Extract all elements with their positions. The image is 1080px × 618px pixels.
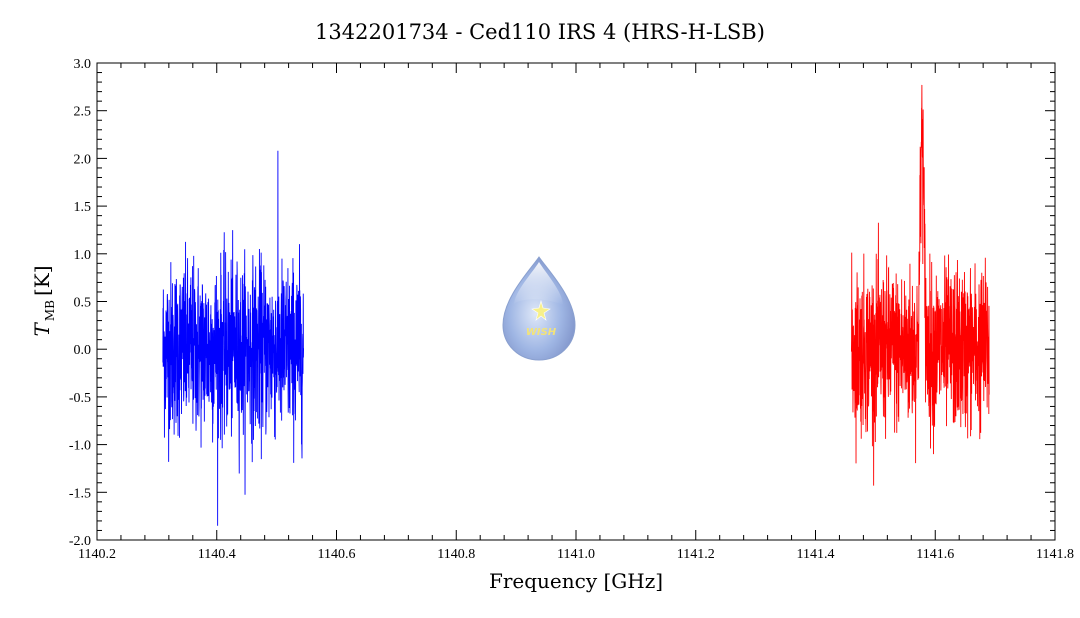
x-axis-label: Frequency [GHz] bbox=[489, 569, 663, 593]
wish-logo: WISH bbox=[502, 256, 576, 361]
x-tick-label: 1141.6 bbox=[916, 547, 954, 562]
y-axis-label-sub: MB bbox=[43, 300, 57, 321]
ticks-layer: 1140.2 1140.4 1140.6 1140.8 1141.0 1141.2 1141… bbox=[69, 57, 1074, 562]
y-axis-label: TMB [K] bbox=[30, 266, 57, 337]
y-tick-label: -2.0 bbox=[69, 534, 91, 549]
series-layer bbox=[162, 84, 990, 526]
y-tick-label: 2.0 bbox=[74, 152, 92, 167]
y-tick-label: -0.5 bbox=[69, 391, 91, 406]
x-tick-label: 1141.0 bbox=[557, 547, 595, 562]
x-tick-label: 1140.8 bbox=[437, 547, 475, 562]
y-tick-label: 0.0 bbox=[74, 343, 92, 358]
series-line-1 bbox=[162, 150, 305, 526]
y-axis-label-unit: [K] bbox=[30, 266, 54, 297]
x-tick-label: 1140.4 bbox=[198, 547, 236, 562]
y-tick-label: 0.5 bbox=[74, 296, 92, 311]
series-line-2 bbox=[850, 84, 990, 486]
x-tick-label: 1141.2 bbox=[677, 547, 715, 562]
x-tick-label: 1140.2 bbox=[78, 547, 116, 562]
y-tick-label: 1.0 bbox=[74, 248, 92, 263]
y-axis-label-main: T bbox=[30, 322, 54, 337]
x-tick-label: 1141.4 bbox=[797, 547, 835, 562]
y-tick-label: -1.0 bbox=[69, 439, 91, 454]
chart-title: 1342201734 - Ced110 IRS 4 (HRS-H-LSB) bbox=[315, 20, 765, 44]
x-tick-label: 1141.8 bbox=[1036, 547, 1074, 562]
x-tick-label: 1140.6 bbox=[318, 547, 356, 562]
y-tick-label: 1.5 bbox=[74, 200, 92, 215]
y-tick-label: -1.5 bbox=[69, 486, 91, 501]
y-tick-label: 2.5 bbox=[74, 105, 92, 120]
y-tick-label: 3.0 bbox=[74, 57, 92, 72]
star-icon bbox=[531, 299, 551, 321]
svg-text:TMB[K]: TMB [K] bbox=[30, 266, 57, 337]
wish-logo-text: WISH bbox=[526, 327, 557, 338]
